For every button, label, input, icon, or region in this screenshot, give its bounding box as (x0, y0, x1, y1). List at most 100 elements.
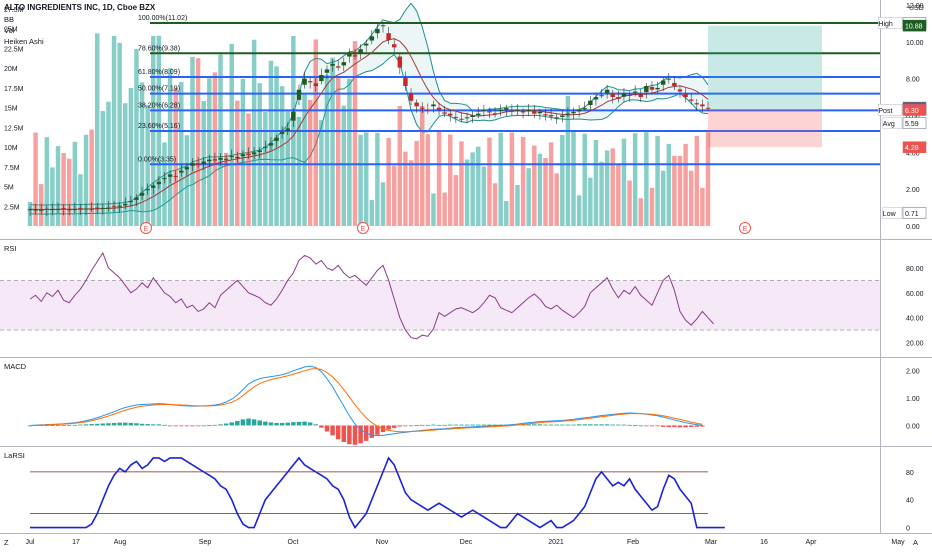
macd-histogram-bar (72, 424, 78, 426)
candle-body (123, 203, 128, 206)
macd-legend[interactable]: MACD (4, 362, 27, 371)
larsi-legend[interactable]: LaRSI (4, 451, 25, 460)
price-badge-value: 6.30 (905, 108, 919, 115)
legend-vol[interactable]: Vol (4, 26, 15, 35)
legend-bb[interactable]: BB (4, 15, 14, 24)
candle-body (593, 97, 599, 100)
volume-bar (492, 183, 498, 226)
rsi-legend[interactable]: RSI (4, 244, 17, 253)
candle-body (358, 49, 363, 54)
svg-text:E: E (144, 226, 149, 233)
candle-body (240, 154, 246, 157)
candle-body (470, 115, 475, 117)
larsi-line (30, 456, 725, 529)
rsi-tick-label: 20.00 (906, 341, 924, 348)
volume-bar (520, 136, 526, 226)
currency-label[interactable]: USD (909, 5, 924, 12)
macd-histogram-bar (330, 425, 335, 436)
zoom-button[interactable]: Z (4, 538, 9, 547)
candle-body (229, 156, 234, 158)
volume-tick-label: 17.5M (4, 86, 24, 93)
fibonacci-levels: 100.00%(11.02) 78.60%(9.38) 61.80%(8.09) 50… (138, 15, 880, 166)
volume-tick-label: 25M (4, 27, 18, 34)
svg-text:E: E (743, 226, 748, 233)
price-tick-label: 12.00 (906, 3, 924, 10)
candle-body (599, 95, 604, 97)
candle-body (363, 43, 369, 46)
long-position-tool[interactable] (708, 25, 822, 148)
macd-histogram-bar (279, 422, 285, 426)
macd-histogram-bar (335, 425, 341, 440)
candle-body (509, 110, 515, 112)
earnings-marker[interactable]: E (357, 222, 369, 234)
candle-body (212, 159, 218, 161)
candle-body (616, 97, 621, 99)
earnings-marker[interactable]: E (739, 222, 751, 234)
price-axis[interactable]: 12.00 10.00 8.00 6.00 4.00 2.00 0.00 27.5M 25M 22… (4, 3, 924, 231)
macd-histogram-bar (212, 424, 218, 426)
candle-body (27, 209, 33, 211)
candle-body (38, 209, 44, 211)
time-tick-label: Jul (26, 539, 35, 546)
macd-histogram-bar (207, 425, 212, 426)
macd-histogram-bar (453, 424, 459, 426)
time-tick-label: Feb (627, 539, 639, 546)
macd-histogram-bar (257, 420, 262, 426)
volume-bar (128, 87, 134, 226)
earnings-marker[interactable]: E (140, 222, 152, 234)
candle-body (285, 128, 290, 131)
rsi-band (0, 280, 880, 331)
candle-body (576, 109, 582, 112)
macd-histogram-bar (139, 423, 145, 426)
candle-body (61, 208, 66, 210)
macd-histogram-bar (576, 424, 582, 426)
candle-body (83, 208, 89, 210)
volume-bar (672, 155, 677, 226)
candle-body (683, 93, 688, 98)
volume-bar (683, 143, 688, 226)
volume-bar (223, 152, 229, 226)
candle-body (156, 181, 162, 185)
macd-histogram-bar (683, 425, 688, 428)
candle-body (419, 107, 425, 109)
candle-body (330, 63, 335, 66)
macd-histogram-bar (291, 422, 296, 426)
candle-body (307, 81, 313, 83)
macd-histogram-bar (593, 424, 599, 426)
volume-bar (83, 134, 89, 226)
volume-bar (576, 195, 582, 226)
price-badge-value: 0.71 (905, 211, 919, 218)
price-tick-label: 10.00 (906, 40, 924, 47)
macd-histogram-bar (184, 425, 190, 427)
candle-body (431, 104, 436, 107)
macd-histogram-bar (526, 424, 531, 426)
candle-body (207, 159, 212, 162)
signal-line (30, 368, 703, 433)
larsi-tick-label: 40 (906, 498, 914, 505)
candle-body (543, 114, 548, 116)
time-tick-label: Dec (460, 539, 473, 546)
macd-histogram-bar (111, 422, 117, 426)
volume-bar (100, 111, 106, 226)
volume-bar (50, 167, 55, 226)
time-axis[interactable]: Jul 17 Aug Sep Oct Nov Dec 2021 Feb Mar 16 Apr May (26, 539, 906, 546)
candle-body (504, 108, 509, 110)
legend-heiken-ashi[interactable]: Heiken Ashi (4, 37, 44, 46)
candle-body (268, 143, 274, 146)
volume-bar (532, 145, 537, 226)
candle-body (66, 209, 72, 211)
macd-histogram-bar (476, 424, 481, 426)
target-zone (708, 25, 822, 110)
rsi-pane: 80.00 60.00 40.00 20.00 (0, 251, 924, 348)
macd-histogram-bar (66, 424, 72, 426)
volume-bar (638, 198, 644, 226)
volume-bar (403, 151, 408, 226)
volume-bar (453, 175, 459, 226)
auto-scale-button[interactable]: A (913, 538, 918, 547)
macd-histogram-bar (134, 423, 139, 426)
volume-bar (341, 105, 347, 226)
fib-level-label: 50.00%(7.19) (138, 86, 180, 93)
volume-bar (509, 132, 515, 226)
time-tick-label: May (891, 539, 905, 546)
